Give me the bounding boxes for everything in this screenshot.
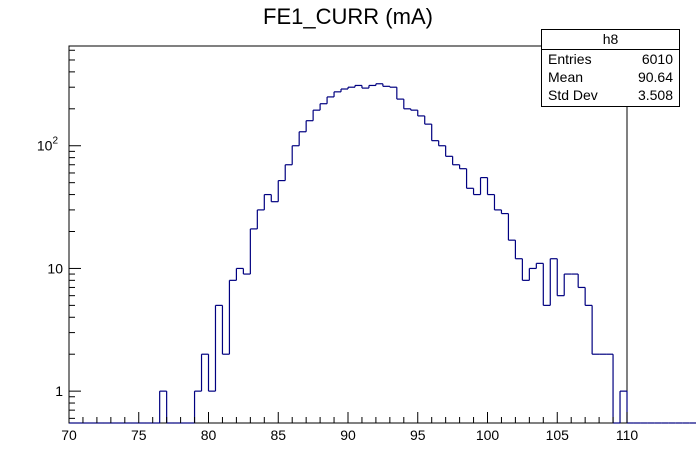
stats-label-entries: Entries: [548, 51, 592, 67]
stats-row-entries: Entries 6010: [542, 50, 679, 68]
x-tick-label: 80: [201, 427, 217, 443]
y-tick-label: 102: [37, 136, 59, 154]
x-tick-label: 90: [340, 427, 356, 443]
x-tick-label: 110: [616, 427, 639, 443]
x-tick-label: 85: [270, 427, 286, 443]
stats-value-entries: 6010: [641, 51, 673, 67]
y-tick-label: 10: [47, 260, 63, 276]
x-tick-label: 75: [131, 427, 147, 443]
stats-value-mean: 90.64: [637, 69, 673, 85]
stats-box: h8 Entries 6010 Mean 90.64 Std Dev 3.508: [541, 29, 680, 107]
x-tick-label: 95: [410, 427, 426, 443]
x-tick-label: 105: [546, 427, 570, 443]
x-tick-label: 70: [61, 427, 77, 443]
x-tick-label: 100: [476, 427, 500, 443]
stats-label-stddev: Std Dev: [548, 87, 598, 103]
stats-label-mean: Mean: [548, 69, 584, 85]
y-tick-label: 1: [55, 383, 63, 399]
stats-row-stddev: Std Dev 3.508: [542, 86, 679, 104]
chart-title: FE1_CURR (mA): [263, 4, 433, 29]
stats-row-mean: Mean 90.64: [542, 68, 679, 86]
stats-value-stddev: 3.508: [637, 87, 673, 103]
stats-title: h8: [542, 30, 679, 50]
